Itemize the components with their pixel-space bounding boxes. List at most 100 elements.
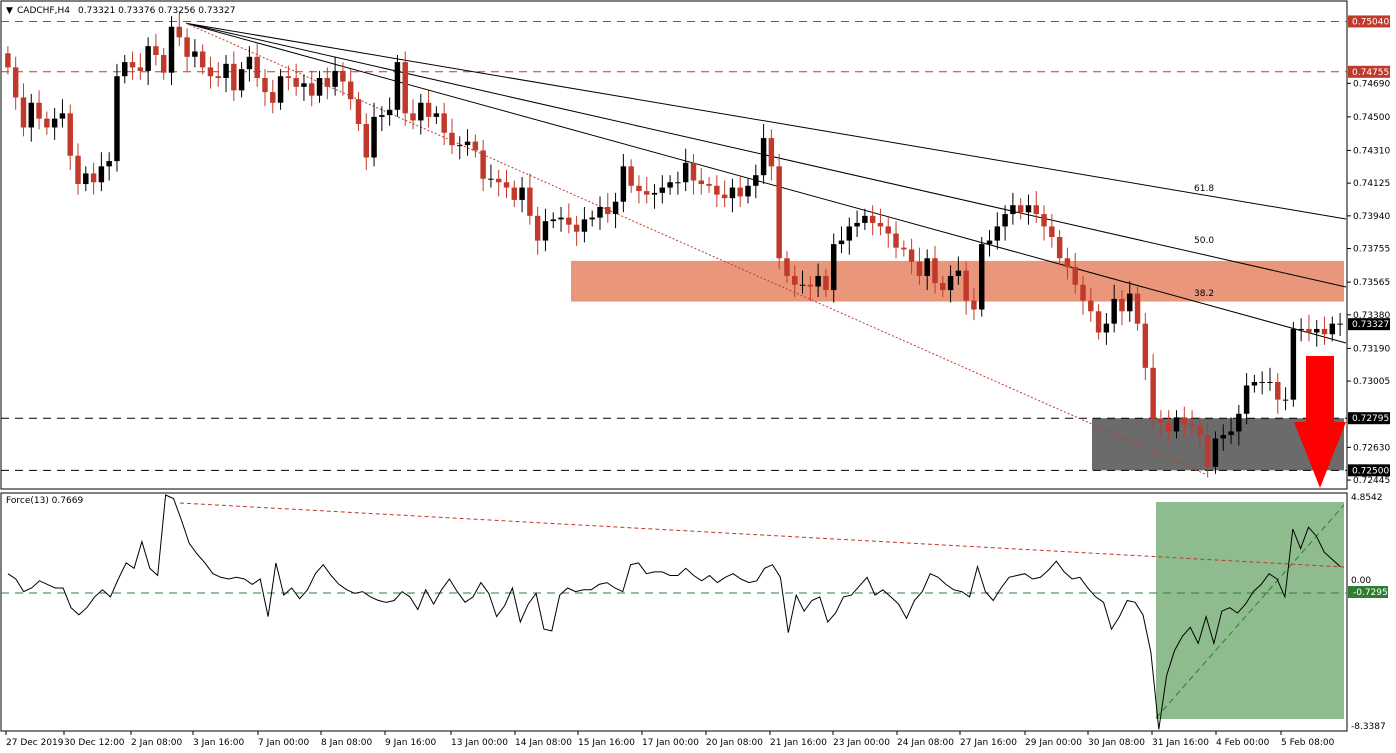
candle-body xyxy=(1002,214,1008,227)
candle-body xyxy=(347,81,354,100)
candle-body xyxy=(1111,298,1117,324)
candle-body xyxy=(869,215,876,223)
candle-body xyxy=(153,46,159,56)
candle-body xyxy=(36,102,42,119)
candle-body xyxy=(862,215,868,223)
candle-body xyxy=(1056,237,1063,259)
candle-body xyxy=(457,145,463,147)
price-tick-label: 0.73190 xyxy=(1353,344,1390,354)
candle-body xyxy=(566,217,572,225)
candle-body xyxy=(441,113,447,133)
candle-body xyxy=(67,113,73,156)
candle-body xyxy=(12,67,19,98)
last-price-badge: 0.73327 xyxy=(1352,320,1389,330)
candle-body xyxy=(316,77,323,96)
time-tick-label: 4 Feb 00:00 xyxy=(1216,738,1270,748)
candle-body xyxy=(838,240,845,245)
force-indicator-label: Force(13) 0.7669 xyxy=(6,496,83,506)
fib-label-50-0: 50.0 xyxy=(1194,236,1214,246)
candle-body xyxy=(254,56,260,78)
candle-body xyxy=(1212,438,1219,467)
time-tick-label: 8 Jan 08:00 xyxy=(321,738,373,748)
candle-body xyxy=(776,166,782,259)
ohlc-readout: 0.73321 0.73376 0.73256 0.73327 xyxy=(78,6,235,16)
candle-body xyxy=(932,258,938,283)
candle-body xyxy=(355,99,362,124)
candle-body xyxy=(1103,323,1110,333)
last-price-badge-bg xyxy=(1348,318,1390,331)
time-axis: 27 Dec 2019 30 Dec 12:00 2 Jan 08:00 3 Jan … xyxy=(5,731,1335,748)
time-tick-label: 17 Jan 00:00 xyxy=(642,738,699,748)
candle-body xyxy=(231,63,237,91)
candle-body xyxy=(823,275,829,291)
candle-body xyxy=(924,258,930,276)
time-tick-label: 27 Jan 16:00 xyxy=(960,738,1017,748)
time-tick-label: 20 Jan 08:00 xyxy=(706,738,763,748)
candle-body xyxy=(1095,311,1102,333)
candle-body xyxy=(402,62,408,114)
candle-body xyxy=(176,26,183,38)
candle-body xyxy=(589,217,595,220)
candle-body xyxy=(807,284,814,287)
candle-body xyxy=(1127,293,1133,312)
candle-body xyxy=(363,123,369,158)
trend-line-red xyxy=(185,22,1206,475)
candle-body xyxy=(830,244,837,291)
candle-body xyxy=(285,76,292,78)
candle-body xyxy=(753,175,759,186)
price-tick-label: 0.72445 xyxy=(1353,476,1390,486)
candle-body xyxy=(59,113,66,119)
candle-body xyxy=(659,187,666,193)
force-level-badge-bg xyxy=(1348,586,1388,598)
time-tick-label: 3 Jan 16:00 xyxy=(193,738,245,748)
candle-body xyxy=(854,222,860,227)
candle-body xyxy=(1041,214,1047,227)
price-axis: 0.74690 0.74500 0.74310 0.74125 0.73940 0.737… xyxy=(1347,79,1390,486)
candle-body xyxy=(846,226,853,241)
candle-body xyxy=(1243,385,1250,414)
candle-body xyxy=(20,97,27,128)
candle-body xyxy=(418,102,424,121)
force-top-value: 4.8542 xyxy=(1351,493,1383,503)
level-badge-bg-0 xyxy=(1348,15,1390,28)
candle-body xyxy=(51,118,58,128)
candle-body xyxy=(1204,434,1211,467)
candle-body xyxy=(1321,328,1328,335)
candle-body xyxy=(410,113,416,121)
price-tick-label: 0.73005 xyxy=(1353,377,1390,387)
candle-body xyxy=(511,187,518,200)
candle-body xyxy=(721,194,728,199)
time-tick-label: 9 Jan 16:00 xyxy=(385,738,437,748)
candle-body xyxy=(815,275,821,287)
candle-body xyxy=(558,217,564,220)
candle-body xyxy=(137,67,144,71)
candle-body xyxy=(1228,431,1234,435)
time-tick-label: 31 Jan 16:00 xyxy=(1152,738,1209,748)
candle-body xyxy=(916,261,923,276)
candle-body xyxy=(1072,267,1078,285)
candle-body xyxy=(1251,381,1258,386)
time-tick-label: 23 Jan 00:00 xyxy=(833,738,890,748)
candle-body xyxy=(433,113,440,117)
candle-body xyxy=(1259,381,1265,383)
candle-body xyxy=(1033,205,1039,215)
force-line xyxy=(7,494,1341,730)
candle-body xyxy=(714,185,720,195)
time-tick-label: 2 Jan 08:00 xyxy=(131,738,183,748)
candle-body xyxy=(963,270,969,301)
candle-body xyxy=(1306,328,1312,333)
symbol-triangle-icon[interactable]: ▼ xyxy=(6,6,13,16)
candle-body xyxy=(877,222,884,227)
candle-body xyxy=(160,55,167,73)
candle-body xyxy=(324,77,331,87)
time-tick-label: 29 Jan 00:00 xyxy=(1025,738,1082,748)
candle-body xyxy=(745,185,751,197)
candle-body xyxy=(5,53,11,68)
candle-body xyxy=(620,166,627,202)
time-tick-label: 21 Jan 16:00 xyxy=(770,738,827,748)
candle-body xyxy=(270,92,276,103)
candle-body xyxy=(1142,323,1149,368)
candle-body xyxy=(893,233,899,248)
candle-body xyxy=(207,67,214,77)
